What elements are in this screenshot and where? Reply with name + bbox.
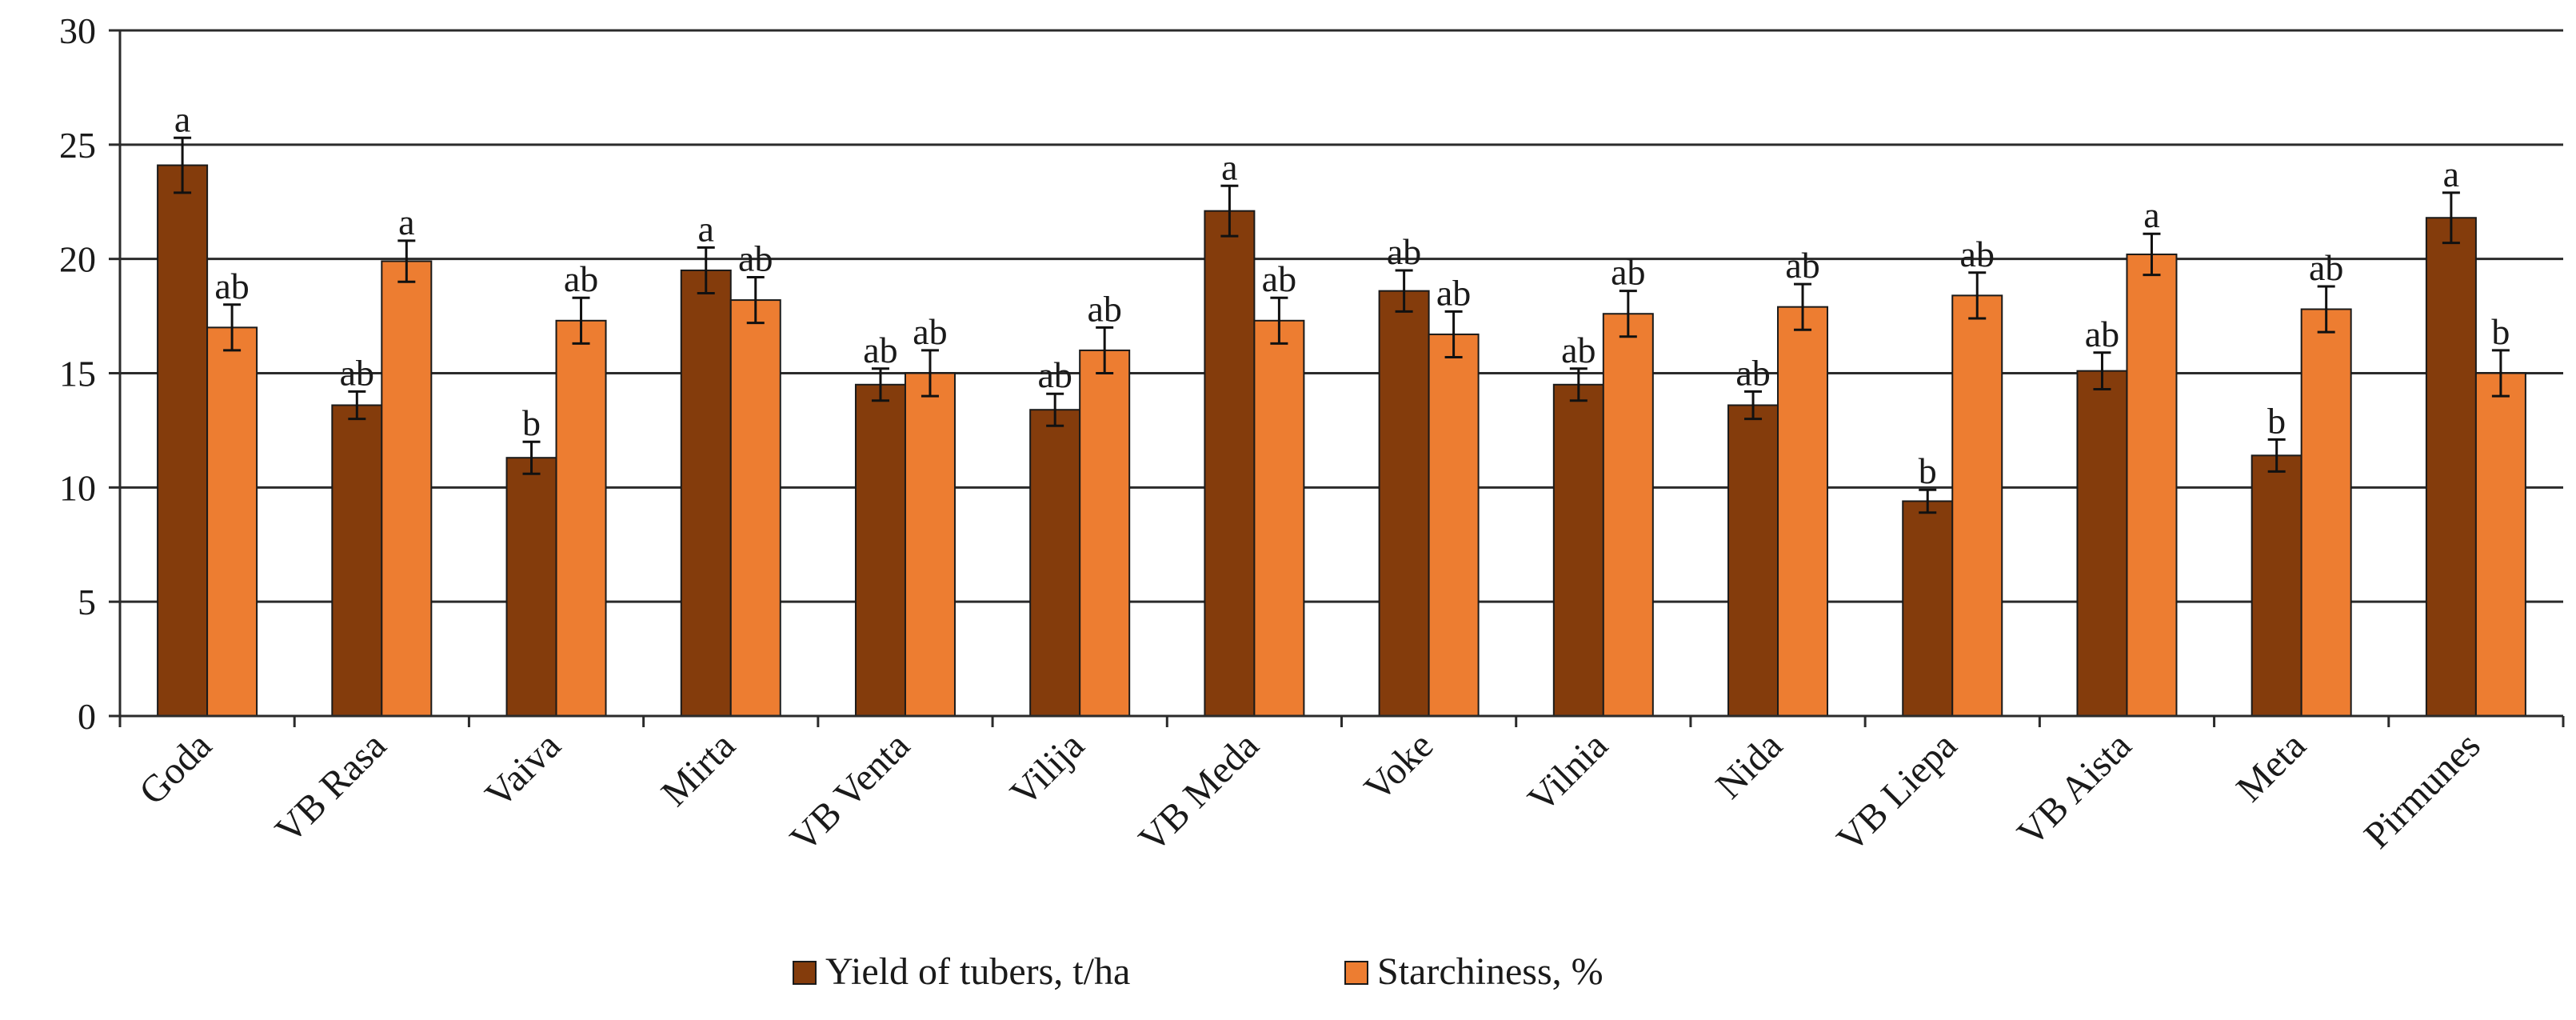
bar-yield — [1378, 290, 1430, 718]
x-category-label: VB Rasa — [267, 724, 394, 851]
significance-label: ab — [2309, 247, 2343, 288]
bar-starchiness — [2300, 308, 2352, 717]
x-category-label: Mirta — [653, 724, 744, 814]
bar-starchiness — [729, 299, 781, 717]
bar-starchiness — [1951, 294, 2003, 717]
significance-label: ab — [1785, 245, 1819, 286]
significance-label: a — [2143, 194, 2159, 235]
bar-yield — [157, 164, 209, 717]
legend-label: Yield of tubers, t/ha — [825, 950, 1130, 993]
bar-starchiness — [1079, 349, 1131, 717]
legend: Yield of tubers, t/ha Starchiness, % — [793, 950, 1604, 993]
significance-label: ab — [1611, 252, 1645, 293]
significance-label: a — [174, 98, 190, 139]
significance-label: ab — [564, 258, 598, 299]
x-category-label: VB Venta — [782, 724, 918, 860]
bar-starchiness — [2474, 372, 2526, 717]
x-category-label: Pirmunes — [2356, 724, 2489, 857]
bar-starchiness — [1602, 313, 1654, 717]
significance-label: a — [398, 202, 414, 242]
bar-yield — [2425, 217, 2477, 718]
gridlines — [120, 29, 2563, 603]
significance-label: a — [1221, 146, 1237, 187]
bar-yield — [505, 457, 557, 717]
significance-label: a — [2443, 154, 2459, 194]
significance-label: ab — [1387, 231, 1421, 272]
bar-yield — [1727, 404, 1779, 717]
significance-label: b — [2267, 400, 2286, 441]
bar-yield — [2076, 370, 2128, 717]
legend-swatch — [793, 961, 817, 985]
significance-label: ab — [1436, 272, 1471, 313]
bar-starchiness — [1253, 319, 1305, 717]
bar-yield — [1552, 383, 1604, 717]
bar-starchiness — [1428, 333, 1480, 717]
x-category-label: Goda — [131, 724, 220, 813]
x-category-label: Vilnia — [1520, 724, 1615, 820]
x-category-label: Vaiva — [477, 724, 569, 816]
y-tick-label: 20 — [59, 239, 96, 280]
x-category-label: Nida — [1707, 724, 1790, 806]
x-category-label: Meta — [2228, 724, 2314, 810]
y-tick-label: 10 — [59, 467, 96, 508]
y-tick-label: 30 — [59, 10, 96, 51]
x-category-label: VB Aista — [2009, 724, 2139, 854]
significance-label: ab — [340, 352, 374, 393]
legend-swatch — [1344, 961, 1368, 985]
x-category-labels: Goda VB Rasa Vaiva Mirta VB Venta Vilija VB Me… — [131, 724, 2489, 860]
significance-label: ab — [2085, 314, 2119, 354]
legend-label: Starchiness, % — [1377, 950, 1604, 993]
bar-starchiness — [555, 319, 607, 717]
y-tick-label: 25 — [59, 125, 96, 166]
significance-label: a — [698, 208, 714, 249]
axes — [109, 29, 2565, 727]
bar-yield — [2251, 454, 2302, 718]
x-category-label: VB Liepa — [1829, 724, 1965, 860]
x-category-label: VB Meda — [1131, 724, 1267, 860]
bar-starchiness — [2126, 253, 2178, 718]
bar-yield — [680, 269, 732, 717]
significance-label: ab — [1037, 354, 1072, 395]
bar-starchiness — [381, 260, 433, 718]
y-tick-label: 5 — [78, 582, 96, 622]
significance-label: b — [522, 402, 541, 443]
significance-label: ab — [1735, 352, 1770, 393]
y-tick-label: 0 — [78, 696, 96, 737]
y-tick-labels: 0 5 10 15 20 25 30 — [59, 10, 96, 737]
bar-starchiness — [206, 326, 258, 717]
significance-label: ab — [738, 238, 773, 279]
bar-starchiness — [1777, 306, 1829, 717]
y-tick-label: 15 — [59, 354, 96, 394]
significance-label: ab — [1960, 234, 1995, 274]
significance-label: b — [1919, 450, 1937, 491]
bar-starchiness — [904, 372, 956, 717]
bar-yield — [1204, 210, 1256, 717]
significance-label: ab — [214, 266, 249, 306]
significance-label: ab — [913, 311, 947, 352]
x-category-label: Voke — [1356, 724, 1442, 810]
significance-label: ab — [1262, 258, 1296, 299]
bar-yield — [1902, 500, 1954, 717]
significance-label: ab — [863, 330, 897, 370]
bar-yield — [331, 404, 383, 717]
x-category-label: Vilija — [1002, 724, 1092, 814]
significance-label: b — [2491, 311, 2510, 352]
bar-yield — [1029, 409, 1081, 717]
significance-label: ab — [1087, 288, 1121, 329]
bar-yield — [854, 383, 906, 717]
significance-label: ab — [1561, 330, 1596, 370]
